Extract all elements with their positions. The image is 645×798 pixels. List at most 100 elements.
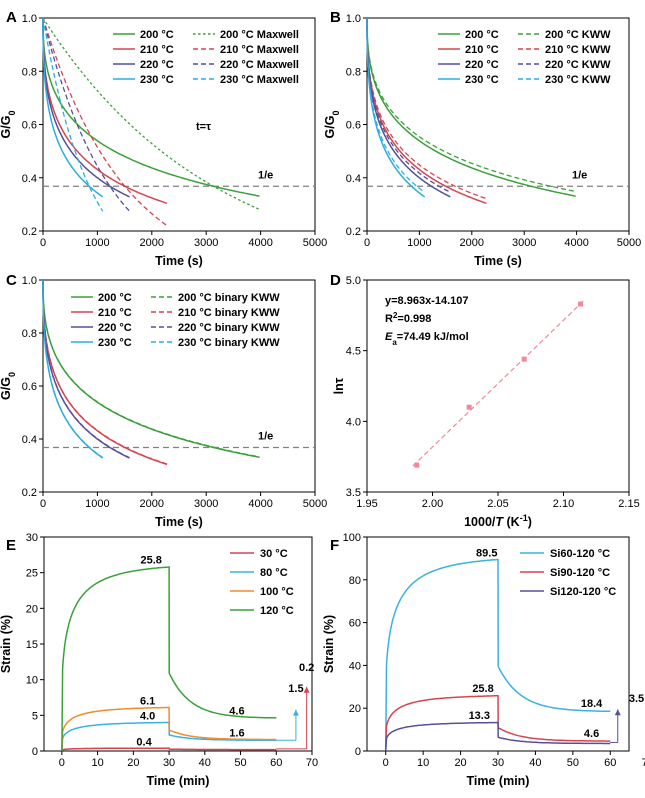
legend-label: 210 °C	[465, 44, 499, 56]
series-line	[42, 17, 260, 210]
y-tick-label: 0.6	[22, 120, 37, 132]
y-tick-label: 5.0	[346, 275, 361, 287]
y-tick-label: 4.5	[346, 346, 361, 358]
legend-label: 210 °C Maxwell	[220, 44, 299, 56]
y-tick-label: 0	[355, 746, 361, 758]
series-line	[42, 17, 168, 205]
y-tick-label: 60	[349, 618, 361, 630]
series-line	[366, 18, 451, 198]
y-tick-label: 0	[32, 746, 38, 758]
x-tick-label: 1000	[407, 237, 431, 249]
series-line	[366, 18, 451, 193]
legend-label: 220 °C KWW	[545, 59, 611, 71]
y-tick-label: 40	[349, 660, 361, 672]
x-tick-label: 5000	[303, 498, 327, 510]
series-line	[366, 17, 487, 200]
x-tick-label: 0	[364, 237, 370, 249]
activation-energy: Ea=74.49 kJ/mol	[385, 331, 469, 347]
legend-label: 30 °C	[260, 548, 288, 560]
data-label: 1.5	[288, 683, 303, 695]
fit-line	[412, 299, 585, 467]
r-squared: R2=0.998	[385, 311, 431, 326]
x-tick-label: 40	[199, 757, 211, 769]
x-tick-label: 3000	[512, 237, 536, 249]
x-tick-label: 30	[492, 757, 504, 769]
series-line	[366, 17, 576, 193]
x-tick-label: 1000	[85, 237, 109, 249]
legend-label: 210 °C binary KWW	[178, 307, 280, 319]
data-label: 13.3	[469, 710, 490, 722]
legend-label: 120 °C	[260, 605, 294, 617]
panel-letter: E	[6, 537, 16, 554]
series-line	[366, 18, 425, 193]
x-tick-label: 2.15	[618, 498, 639, 510]
x-tick-label: 4000	[564, 237, 588, 249]
fit-equation: y=8.963x-14.107	[385, 295, 469, 307]
series-line	[42, 17, 168, 227]
series-line	[42, 279, 168, 465]
legend-label: 220 °C Maxwell	[220, 59, 299, 71]
data-label: 4.6	[229, 706, 244, 718]
y-tick-label: 20	[349, 703, 361, 715]
y-tick-label: 1.0	[22, 13, 37, 25]
data-point	[414, 462, 420, 468]
x-tick-label: 0	[383, 757, 389, 769]
x-axis-title: Time (s)	[155, 254, 203, 268]
series-line	[61, 566, 277, 752]
y-tick-label: 30	[26, 532, 38, 544]
legend-label: 200 °C KWW	[545, 29, 611, 41]
x-tick-label: 10	[417, 757, 429, 769]
x-tick-label: 1.95	[356, 498, 377, 510]
reference-label: 1/e	[258, 169, 273, 181]
y-tick-label: 5	[32, 710, 38, 722]
data-label: 1.6	[229, 728, 244, 740]
x-tick-label: 20	[127, 757, 139, 769]
x-tick-label: 30	[163, 757, 175, 769]
t-tau-annotation: t=τ	[196, 121, 211, 133]
plot-frame	[366, 279, 630, 493]
data-label: 25.8	[472, 683, 493, 695]
legend-label: Si120-120 °C	[550, 586, 616, 598]
y-tick-label: 25	[26, 568, 38, 580]
x-tick-label: 1000	[85, 498, 109, 510]
y-tick-label: 0.8	[346, 66, 361, 78]
x-tick-label: 40	[529, 757, 541, 769]
data-label: 25.8	[140, 554, 161, 566]
data-label: 0.4	[136, 736, 152, 748]
legend-label: 80 °C	[260, 567, 288, 579]
legend-label: 230 °C KWW	[545, 74, 611, 86]
data-label: 0.2	[299, 662, 314, 674]
arrow-head	[614, 709, 621, 716]
panel-E: 0 10 20 30 40 50 60 70 0 5 10 15 20 25 30 E Time (min) St…	[0, 532, 318, 788]
x-tick-label: 5000	[617, 237, 641, 249]
y-tick-label: 0.4	[346, 173, 361, 185]
x-axis-title: Time (s)	[155, 515, 203, 529]
y-axis-title: G/G0	[0, 372, 17, 400]
y-tick-label: 0.6	[346, 120, 361, 132]
legend-label: 230 °C	[98, 337, 132, 349]
data-label: 18.4	[581, 698, 603, 710]
y-tick-label: 3.5	[346, 487, 361, 499]
panel-F: 0 10 20 30 40 50 60 70 0 20 40 60 80 100 F Time (min) St…	[322, 532, 645, 788]
legend-label: 230 °C	[140, 74, 174, 86]
x-tick-label: 2000	[140, 498, 164, 510]
data-label: 4.0	[140, 711, 155, 723]
y-axis-title: Strain (%)	[0, 615, 13, 673]
legend: 200 °C 200 °C binary KWW 210 °C 210 °C bina…	[71, 292, 280, 349]
x-axis-title: Time (min)	[147, 774, 210, 788]
legend: 200 °C 200 °C Maxwell 210 °C 210 °C Maxwell…	[113, 29, 299, 86]
series-line	[42, 17, 260, 197]
y-axis-title: Strain (%)	[322, 615, 336, 673]
legend-label: Si90-120 °C	[550, 567, 610, 579]
series-line	[61, 706, 277, 752]
x-tick-label: 20	[454, 757, 466, 769]
arrow-head	[292, 709, 299, 716]
series-line	[384, 558, 611, 752]
x-tick-label: 2.00	[422, 498, 443, 510]
series-line	[61, 721, 277, 752]
legend-label: 200 °C binary KWW	[178, 292, 280, 304]
reference-label: 1/e	[572, 169, 587, 181]
legend: 200 °C 200 °C KWW 210 °C 210 °C KWW 220 °C 22…	[438, 29, 611, 86]
x-tick-label: 2.10	[553, 498, 574, 510]
